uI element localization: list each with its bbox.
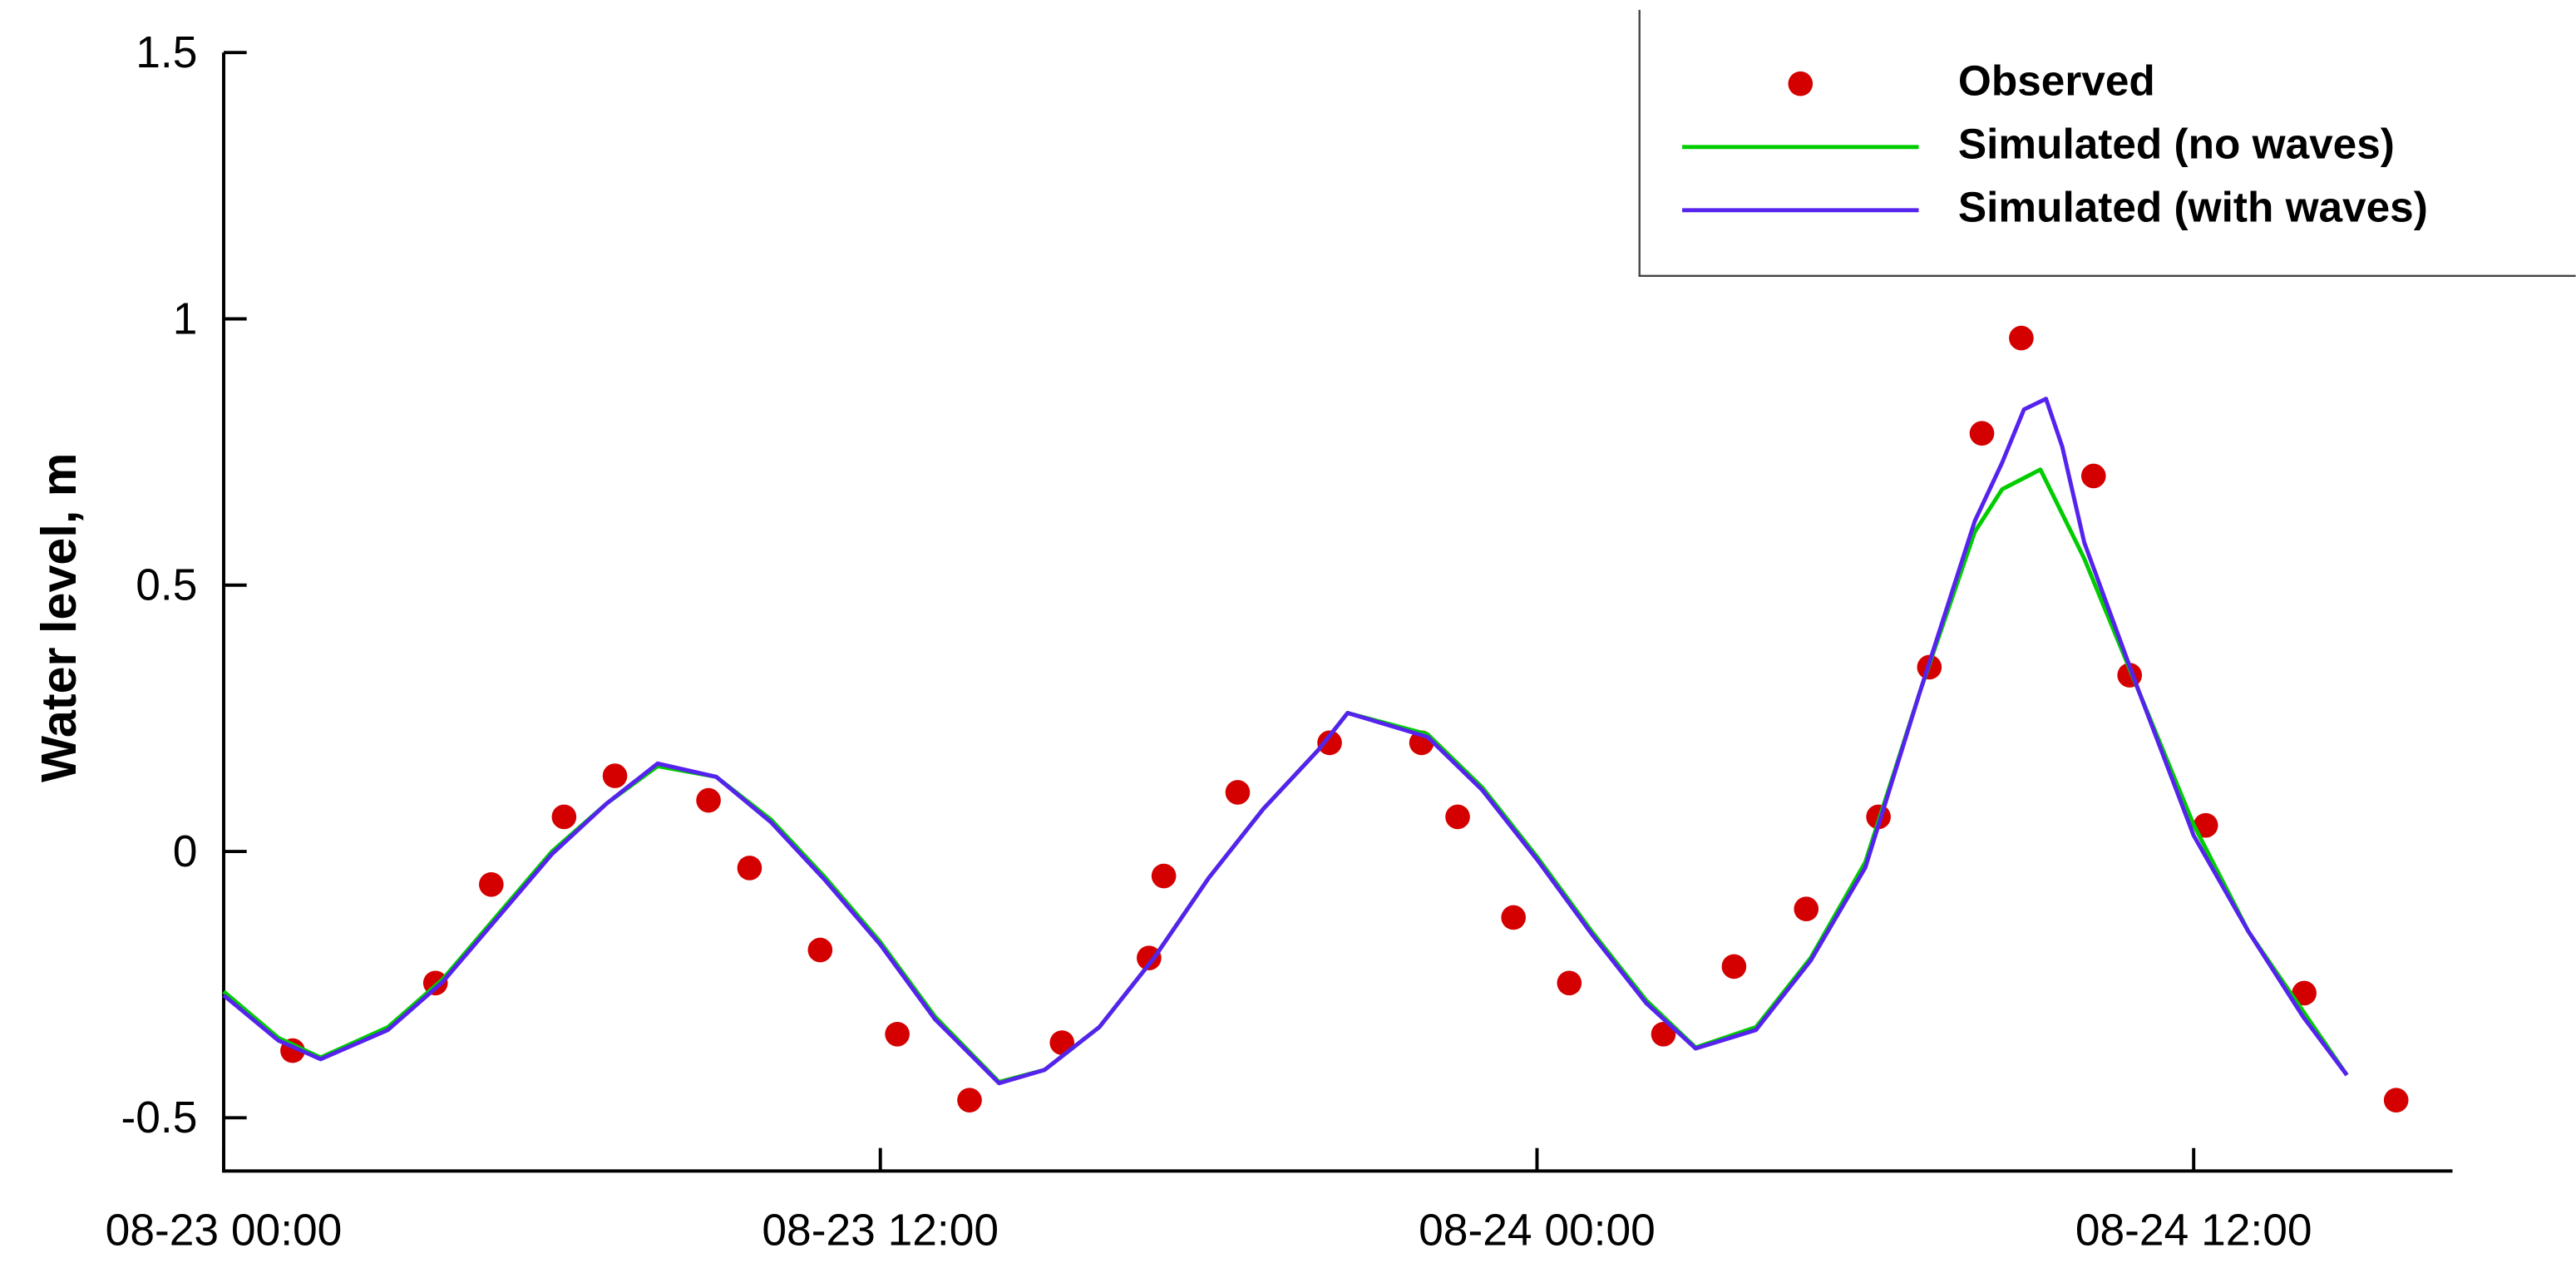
observed-point (1501, 905, 1526, 930)
series-line (222, 397, 2349, 1086)
y-axis-label: Water level, m (31, 453, 86, 782)
observed-point (2080, 463, 2106, 489)
observed-point (1049, 1030, 1075, 1055)
observed-point (2193, 812, 2218, 838)
observed-point (1969, 421, 1995, 446)
observed-point (1225, 780, 1251, 805)
y-tick-label: 1.5 (136, 28, 197, 77)
legend-label: Observed (1958, 57, 2155, 104)
series-line (222, 467, 2349, 1084)
observed-point (696, 787, 721, 813)
observed-point (1151, 863, 1177, 889)
observed-point (737, 856, 762, 881)
observed-point (602, 763, 628, 788)
observed-point (1651, 1021, 1676, 1047)
legend-label: Simulated (with waves) (1958, 183, 2428, 230)
observed-point (2009, 325, 2034, 351)
y-tick-label: 0.5 (136, 561, 197, 610)
legend-label: Simulated (no waves) (1958, 120, 2395, 167)
observed-point (1137, 945, 1162, 970)
observed-point (1317, 730, 1342, 756)
observed-point (1721, 954, 1747, 979)
x-tick-label: 08-24 00:00 (1419, 1206, 1656, 1255)
observed-point (807, 937, 833, 963)
observed-point (2383, 1088, 2409, 1113)
y-tick-label: 0 (173, 827, 198, 876)
y-tick-label: -0.5 (121, 1093, 197, 1142)
observed-point (957, 1088, 982, 1113)
legend-marker (1788, 71, 1814, 96)
x-tick-label: 08-23 00:00 (106, 1206, 343, 1255)
observed-point (885, 1021, 910, 1047)
x-tick-label: 08-23 12:00 (762, 1206, 999, 1255)
observed-point (1445, 804, 1470, 830)
observed-point (479, 871, 504, 897)
y-tick-label: 1 (173, 294, 198, 343)
observed-point (2292, 980, 2317, 1006)
observed-point (551, 804, 577, 830)
observed-point (1557, 970, 1582, 996)
legend-box (1638, 9, 2576, 278)
x-tick-label: 08-24 12:00 (2075, 1206, 2312, 1255)
observed-point (1794, 896, 1819, 922)
